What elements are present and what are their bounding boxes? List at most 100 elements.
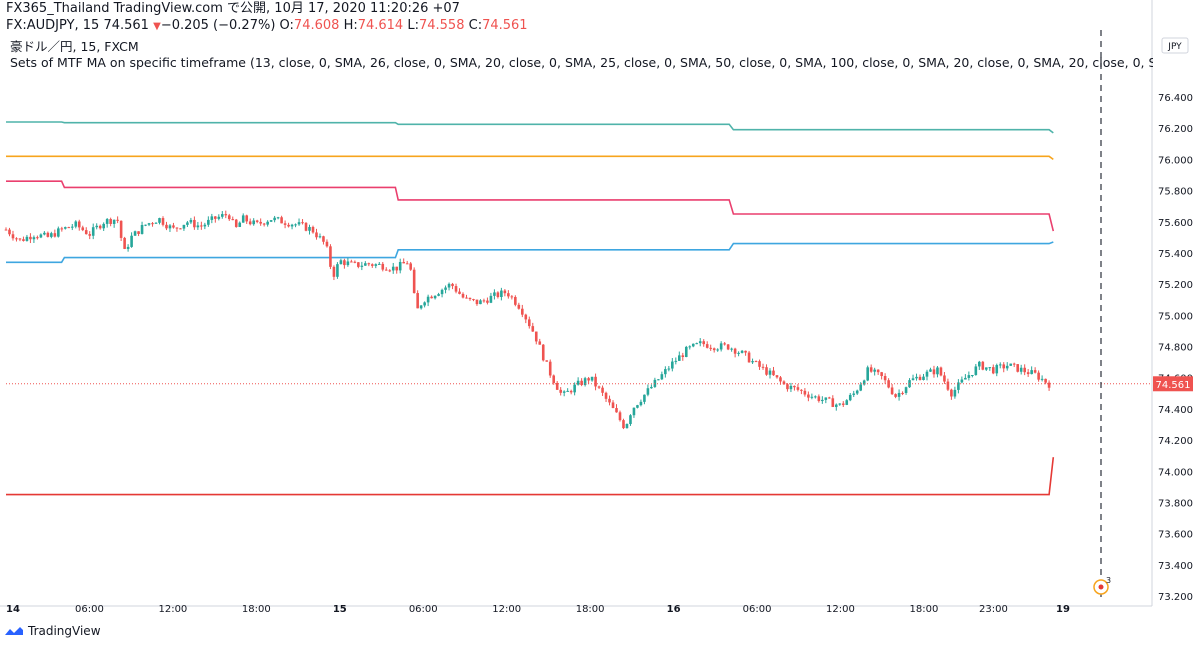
candle bbox=[514, 295, 517, 307]
candle bbox=[646, 384, 650, 397]
candle-body bbox=[723, 343, 726, 345]
candle-body bbox=[636, 405, 639, 408]
candle bbox=[158, 217, 161, 225]
candle bbox=[301, 219, 304, 225]
candle-body bbox=[1026, 372, 1030, 375]
candle bbox=[758, 359, 761, 370]
candle bbox=[276, 216, 280, 220]
candle bbox=[744, 350, 747, 356]
candle-body bbox=[1040, 378, 1044, 380]
candle bbox=[360, 261, 364, 271]
currency-badge[interactable]: JPY bbox=[1161, 37, 1189, 54]
candle bbox=[217, 214, 221, 221]
candle bbox=[866, 365, 869, 382]
candle bbox=[1044, 378, 1047, 385]
candle bbox=[998, 362, 1002, 369]
candle bbox=[1047, 380, 1051, 391]
candle bbox=[126, 244, 130, 252]
candle bbox=[604, 391, 608, 402]
time-tick-label: 06:00 bbox=[75, 604, 104, 615]
candle-body bbox=[667, 368, 671, 370]
candle bbox=[116, 216, 119, 224]
candle-body bbox=[74, 221, 78, 227]
candle bbox=[119, 220, 123, 242]
candle bbox=[25, 234, 29, 242]
candle bbox=[510, 295, 514, 300]
candle bbox=[569, 389, 573, 395]
time-tick-label: 18:00 bbox=[242, 604, 271, 615]
candle bbox=[29, 233, 32, 244]
candle-body bbox=[740, 350, 744, 353]
candle bbox=[1019, 364, 1023, 375]
candle bbox=[186, 220, 189, 227]
candle-body bbox=[238, 222, 242, 227]
candle-body bbox=[36, 237, 39, 239]
candle bbox=[733, 347, 737, 358]
candle bbox=[311, 225, 315, 234]
candle bbox=[4, 227, 8, 231]
candle-body bbox=[1019, 367, 1023, 372]
candle-body bbox=[60, 228, 64, 230]
candle-body bbox=[587, 378, 590, 381]
candle-body bbox=[702, 341, 706, 345]
candle-body bbox=[332, 266, 336, 277]
currency-badge-box[interactable] bbox=[1161, 37, 1189, 54]
candle-body bbox=[4, 229, 8, 231]
time-axis[interactable]: 14 06:00 12:00 18:00 15 06:00 12:00 18:00 16 06:0… bbox=[0, 604, 1152, 615]
price-axis[interactable]: 76.400 76.200 76.000 75.800 75.600 75.400 75.2… bbox=[1151, 0, 1193, 606]
candle-body bbox=[615, 408, 618, 413]
candle-body bbox=[632, 407, 636, 416]
candle-body bbox=[315, 232, 318, 238]
candle bbox=[838, 403, 842, 406]
ma-line-ma_teal bbox=[6, 121, 1054, 134]
candle bbox=[625, 423, 629, 429]
candle-body bbox=[77, 221, 81, 228]
candle-body bbox=[566, 390, 569, 392]
candle bbox=[587, 376, 590, 385]
candle-body bbox=[733, 348, 737, 354]
candle-body bbox=[116, 219, 119, 221]
candle-body bbox=[971, 374, 974, 376]
candle bbox=[936, 366, 939, 378]
event-marker[interactable]: 3 bbox=[1093, 576, 1111, 595]
candle bbox=[507, 290, 510, 299]
candle-body bbox=[496, 292, 500, 297]
candle-body bbox=[165, 224, 168, 229]
candle-body bbox=[64, 227, 67, 229]
candle-body bbox=[800, 389, 803, 391]
legend-symbol-line[interactable]: 豪ドル／円, 15, FXCM bbox=[10, 39, 139, 54]
candle bbox=[130, 232, 133, 248]
legend-indicator-line[interactable]: Sets of MTF MA on specific timeframe (13… bbox=[10, 55, 1153, 70]
candle-body bbox=[29, 236, 32, 240]
down-arrow-icon: ▼ bbox=[153, 21, 161, 32]
candle-body bbox=[869, 367, 873, 372]
candle-body bbox=[514, 297, 517, 305]
candle-body bbox=[189, 219, 193, 223]
candle bbox=[433, 295, 437, 300]
candle-body bbox=[618, 412, 622, 421]
candle-body bbox=[1023, 367, 1026, 373]
candle bbox=[294, 223, 297, 228]
candle bbox=[315, 228, 318, 240]
high-value: 74.614 bbox=[357, 18, 404, 33]
candle bbox=[238, 221, 242, 228]
candle-body bbox=[998, 364, 1002, 366]
candle bbox=[416, 290, 419, 309]
candle-body bbox=[859, 384, 863, 391]
candle bbox=[974, 363, 978, 376]
chart-header: FX365_Thailand TradingView.com で公開, 10月 … bbox=[6, 0, 528, 35]
candle-body bbox=[50, 233, 53, 237]
change-value: −0.205 (−0.27%) bbox=[160, 18, 276, 33]
candle-body bbox=[604, 392, 608, 399]
candle-body bbox=[22, 239, 25, 241]
candle bbox=[15, 237, 18, 242]
candle bbox=[580, 378, 583, 387]
candle-body bbox=[210, 216, 214, 220]
candle bbox=[1005, 362, 1009, 371]
candle bbox=[496, 291, 500, 299]
candle bbox=[594, 373, 597, 391]
candle bbox=[322, 235, 325, 245]
candle bbox=[1033, 367, 1037, 374]
candle-body bbox=[925, 371, 929, 377]
